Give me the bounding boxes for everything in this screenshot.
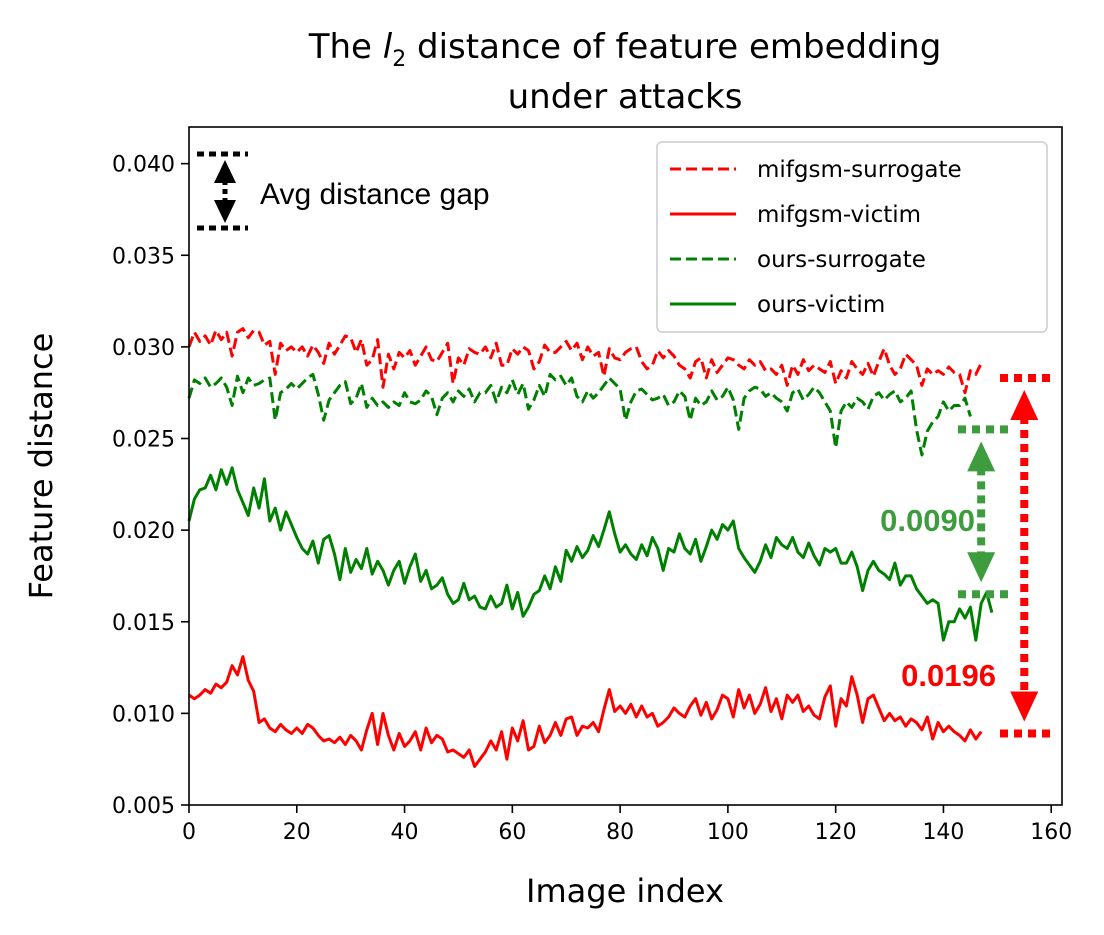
green-gap-arrow-down-icon bbox=[967, 552, 996, 583]
x-tick-label: 120 bbox=[815, 820, 857, 845]
y-tick-label: 0.040 bbox=[112, 153, 175, 178]
red-gap-label: 0.0196 bbox=[901, 658, 996, 693]
series-layer bbox=[187, 327, 994, 768]
y-tick-label: 0.015 bbox=[112, 611, 175, 636]
y-tick-label: 0.020 bbox=[112, 519, 175, 544]
red-gap-arrow-down-icon bbox=[1010, 691, 1039, 722]
y-tick-label: 0.025 bbox=[112, 428, 175, 453]
series-line-mifgsm-surrogate bbox=[187, 327, 983, 395]
x-tick-label: 40 bbox=[391, 820, 419, 845]
y-tick-label: 0.030 bbox=[112, 336, 175, 361]
legend: mifgsm-surrogate mifgsm-victim ours-surrog… bbox=[656, 141, 1048, 333]
series-line-mifgsm-victim bbox=[188, 655, 983, 768]
x-tick-label: 20 bbox=[283, 820, 311, 845]
x-tick-label: 80 bbox=[606, 820, 634, 845]
title-line-2: under attacks bbox=[508, 77, 743, 117]
x-tick-label: 0 bbox=[182, 820, 196, 845]
green-gap-label: 0.0090 bbox=[880, 503, 975, 538]
title-line-1: The l2 distance of feature embedding bbox=[308, 27, 942, 72]
key-arrow-down-icon bbox=[214, 200, 236, 223]
y-axis-title: Feature distance bbox=[22, 333, 60, 600]
series-line-ours-surrogate bbox=[187, 372, 972, 457]
y-tick-label: 0.035 bbox=[112, 244, 175, 269]
key-arrow-up-icon bbox=[214, 160, 236, 183]
x-tick-label: 160 bbox=[1030, 820, 1072, 845]
series-line-ours-victim bbox=[187, 466, 994, 642]
green-gap-arrow-up-icon bbox=[967, 441, 996, 472]
axis-ticks: 0 20 40 60 80 100 120 140 160 0.005 0.010 0.015 0.02… bbox=[112, 153, 1072, 845]
plot-area-frame bbox=[188, 126, 1063, 806]
avg-gap-key: Avg distance gap bbox=[197, 151, 490, 231]
legend-label-mifgsm-surrogate: mifgsm-surrogate bbox=[757, 157, 962, 183]
x-axis-title: Image index bbox=[526, 872, 724, 910]
legend-frame bbox=[656, 141, 1048, 333]
x-tick-label: 60 bbox=[498, 820, 526, 845]
key-label: Avg distance gap bbox=[260, 178, 490, 211]
gap-annotations: 0.0090 0.0196 bbox=[880, 374, 1052, 738]
x-tick-label: 100 bbox=[707, 820, 749, 845]
red-gap-arrow-up-icon bbox=[1010, 390, 1039, 421]
chart-title: The l2 distance of feature embedding und… bbox=[308, 27, 942, 117]
y-tick-label: 0.005 bbox=[112, 794, 175, 819]
x-tick-label: 140 bbox=[922, 820, 964, 845]
legend-label-mifgsm-victim: mifgsm-victim bbox=[757, 202, 921, 228]
legend-label-ours-surrogate: ours-surrogate bbox=[757, 247, 926, 273]
y-tick-label: 0.010 bbox=[112, 702, 175, 727]
legend-label-ours-victim: ours-victim bbox=[757, 292, 885, 318]
